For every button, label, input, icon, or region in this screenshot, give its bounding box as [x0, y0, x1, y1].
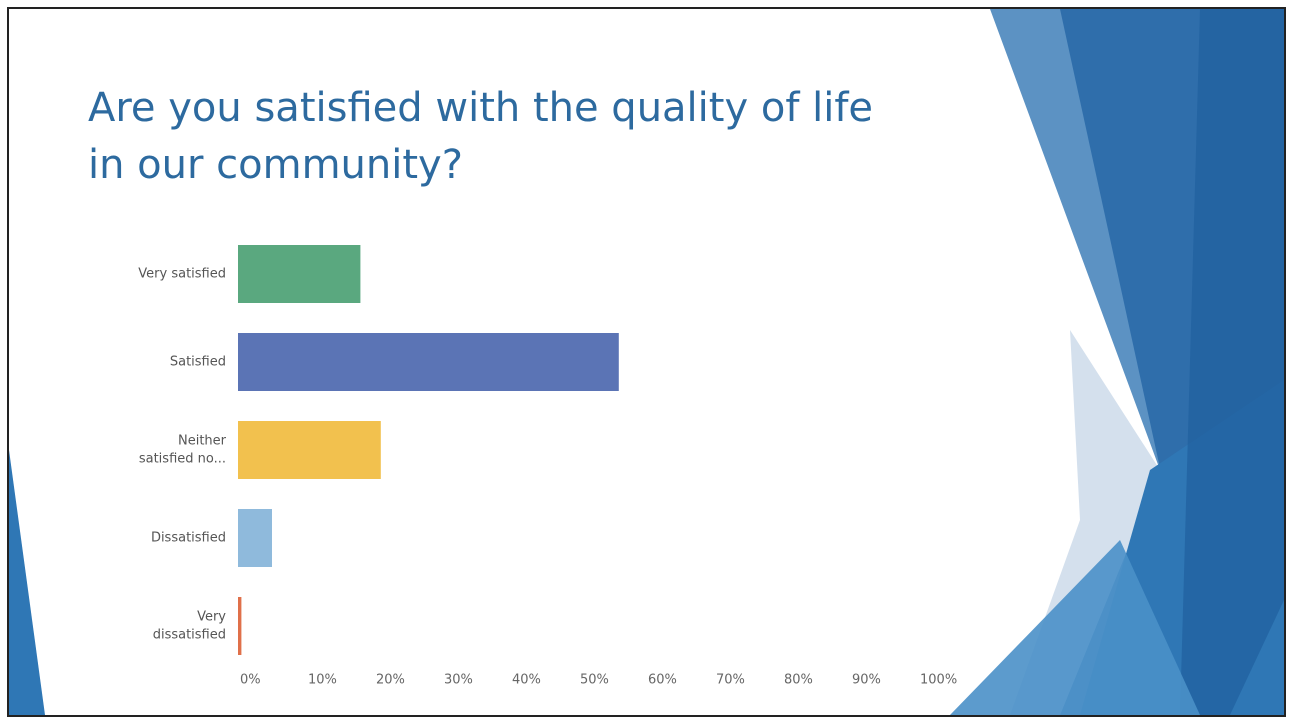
bar — [238, 421, 381, 479]
x-tick-label: 10% — [308, 673, 337, 688]
y-tick-label: Very satisfied — [138, 267, 226, 282]
bar — [238, 597, 242, 655]
y-tick-label: Satisfied — [170, 355, 226, 370]
bar — [238, 333, 619, 391]
x-tick-label: 60% — [648, 673, 677, 688]
x-tick-label: 50% — [580, 673, 609, 688]
bar — [238, 245, 361, 303]
y-tick-label: dissatisfied — [153, 628, 226, 643]
x-tick-label: 100% — [920, 673, 957, 688]
y-tick-label: satisfied no... — [139, 452, 226, 467]
y-tick-label: Neither — [178, 434, 227, 449]
decoration — [9, 9, 1284, 715]
x-tick-label: 90% — [852, 673, 881, 688]
x-tick-label: 0% — [240, 673, 261, 688]
chart-title: Are you satisfied with the quality of li… — [88, 85, 873, 131]
chart-title: in our community? — [88, 142, 463, 188]
x-tick-label: 30% — [444, 673, 473, 688]
x-tick-label: 80% — [784, 673, 813, 688]
y-tick-label: Dissatisfied — [151, 531, 226, 546]
bar — [238, 509, 272, 567]
x-tick-label: 20% — [376, 673, 405, 688]
x-tick-label: 40% — [512, 673, 541, 688]
x-tick-label: 70% — [716, 673, 745, 688]
y-tick-label: Very — [197, 610, 226, 625]
